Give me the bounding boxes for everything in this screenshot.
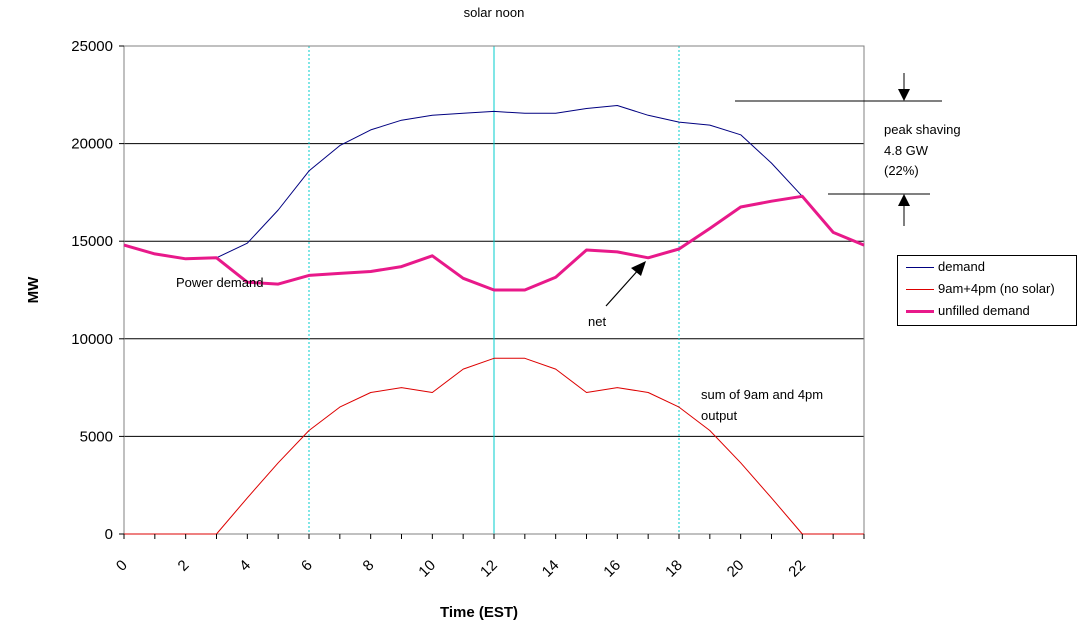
y-tick-20000: 20000 — [71, 136, 113, 153]
legend-swatch-unfilled — [906, 310, 934, 313]
peak-arrow-up-head — [898, 194, 910, 206]
y-tick-10000: 10000 — [71, 331, 113, 348]
sum-output-label-line2: output — [701, 408, 738, 423]
legend-item-demand: demand — [898, 256, 1076, 278]
y-tick-labels: 0 5000 10000 15000 20000 25000 — [71, 38, 124, 543]
series-group — [123, 105, 865, 535]
y-tick-25000: 25000 — [71, 38, 113, 55]
x-tick-4: 4 — [236, 557, 254, 575]
x-tick-labels: 0 2 4 6 8 10 12 14 16 18 20 22 — [113, 534, 865, 581]
legend-label-demand: demand — [938, 259, 985, 274]
x-tick-16: 16 — [600, 557, 624, 581]
legend: demand 9am+4pm (no solar) unfilled deman… — [897, 255, 1077, 326]
solar-noon-label: solar noon — [464, 5, 525, 20]
y-tick-0: 0 — [105, 526, 113, 543]
x-tick-14: 14 — [539, 557, 563, 581]
y-tick-15000: 15000 — [71, 233, 113, 250]
legend-swatch-no-solar — [906, 289, 934, 290]
x-tick-18: 18 — [662, 557, 686, 581]
legend-label-unfilled: unfilled demand — [938, 303, 1030, 318]
net-label: net — [588, 314, 606, 329]
x-tick-22: 22 — [785, 557, 809, 581]
legend-label-no-solar: 9am+4pm (no solar) — [938, 281, 1055, 296]
x-tick-6: 6 — [298, 557, 316, 575]
sum-output-label-line1: sum of 9am and 4pm — [701, 387, 823, 402]
x-tick-10: 10 — [415, 557, 439, 581]
peak-shaving-label-line1: peak shaving — [884, 122, 961, 137]
peak-shaving-label-line2: 4.8 GW — [884, 143, 929, 158]
x-axis-title: Time (EST) — [440, 604, 518, 621]
x-tick-0: 0 — [113, 557, 131, 575]
legend-swatch-demand — [906, 267, 934, 268]
x-tick-8: 8 — [360, 557, 378, 575]
peak-shaving-label-line3: (22%) — [884, 163, 919, 178]
x-tick-2: 2 — [175, 557, 193, 575]
peak-arrow-down-head — [898, 89, 910, 101]
y-axis-title: MW — [25, 276, 42, 303]
legend-item-no-solar: 9am+4pm (no solar) — [898, 278, 1076, 300]
legend-item-unfilled: unfilled demand — [898, 300, 1076, 322]
x-tick-20: 20 — [724, 557, 748, 581]
x-tick-12: 12 — [477, 557, 501, 581]
power-demand-label: Power demand — [176, 275, 263, 290]
net-arrow-head — [631, 261, 646, 276]
net-arrow — [605, 267, 641, 307]
y-tick-5000: 5000 — [80, 428, 113, 445]
